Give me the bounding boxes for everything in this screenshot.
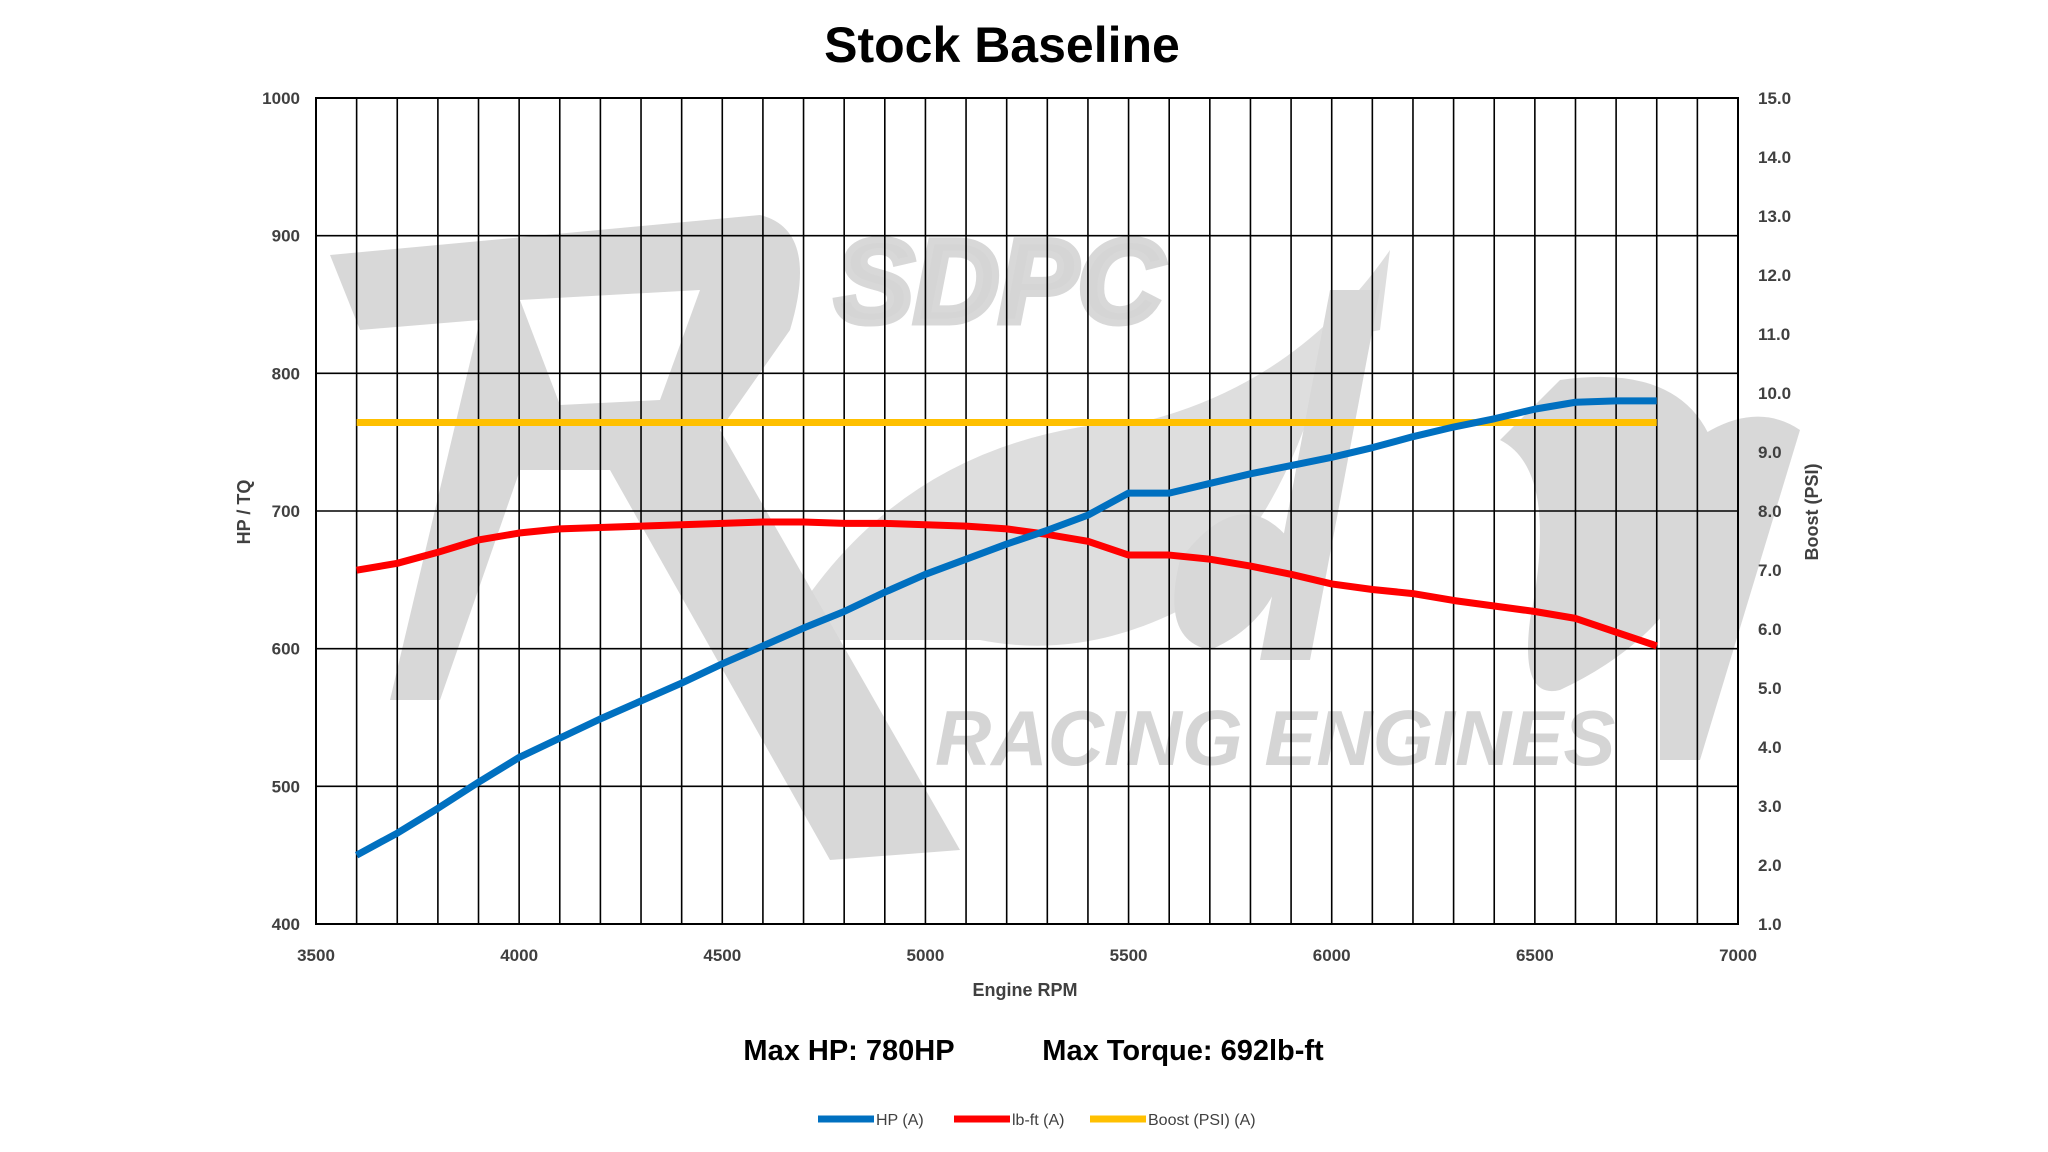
x-tick-label: 4000 [500, 946, 538, 965]
x-tick-label: 7000 [1719, 946, 1757, 965]
y2-tick-label: 13.0 [1758, 207, 1791, 226]
y-tick-label: 600 [272, 640, 300, 659]
y-tick-label: 900 [272, 227, 300, 246]
plot-border [315, 97, 1739, 925]
y2-tick-label: 2.0 [1758, 856, 1782, 875]
y2-tick-label: 15.0 [1758, 89, 1791, 108]
legend-label-hp-a: HP (A) [876, 1112, 924, 1129]
legend-label-boost-psi-a: Boost (PSI) (A) [1148, 1112, 1256, 1129]
y-axis-left: 400 500 600 700 800 900 1000 [262, 89, 300, 934]
y2-axis-label: Boost (PSI) [1802, 463, 1822, 560]
y-tick-label: 400 [272, 915, 300, 934]
series-line-lb-ft-a [356, 518, 1658, 650]
y-axis-right: 1.0 2.0 3.0 4.0 5.0 6.0 7.0 8.0 9.0 10.0 11.0 12.0 1… [1758, 89, 1791, 934]
x-axis-label: Engine RPM [972, 980, 1077, 1000]
series-layer [354, 397, 1658, 859]
max-torque-summary: Max Torque: 692lb-ft [1042, 1035, 1324, 1067]
y2-tick-label: 10.0 [1758, 384, 1791, 403]
y2-tick-label: 3.0 [1758, 797, 1782, 816]
chart-title: Stock Baseline [824, 17, 1180, 73]
x-tick-label: 6500 [1516, 946, 1554, 965]
series-line-hp-a [354, 397, 1657, 859]
y2-tick-label: 11.0 [1758, 325, 1790, 344]
y2-tick-label: 8.0 [1758, 502, 1782, 521]
x-tick-label: 3500 [297, 946, 335, 965]
x-tick-label: 6000 [1313, 946, 1351, 965]
x-tick-label: 4500 [703, 946, 741, 965]
y2-tick-label: 6.0 [1758, 620, 1782, 639]
y2-tick-label: 9.0 [1758, 443, 1782, 462]
y2-tick-label: 5.0 [1758, 679, 1782, 698]
legend-label-lb-ft-a: lb-ft (A) [1012, 1112, 1064, 1129]
plot-frame [315, 97, 1739, 925]
y-tick-label: 800 [272, 364, 300, 383]
y2-tick-label: 14.0 [1758, 148, 1791, 167]
y-tick-label: 1000 [262, 89, 300, 108]
x-tick-label: 5500 [1110, 946, 1148, 965]
y-tick-label: 500 [272, 777, 300, 796]
y-axis-label: HP / TQ [234, 480, 254, 545]
y2-tick-label: 1.0 [1758, 915, 1782, 934]
watermark-subtitle: RACING ENGINES [935, 694, 1615, 782]
y2-tick-label: 4.0 [1758, 738, 1782, 757]
y2-tick-label: 7.0 [1758, 561, 1782, 580]
y-tick-label: 700 [272, 502, 300, 521]
x-tick-label: 5000 [907, 946, 945, 965]
max-hp-summary: Max HP: 780HP [743, 1035, 954, 1067]
x-axis: 3500 4000 4500 5000 5500 6000 6500 7000 [297, 946, 1757, 965]
legend: HP (A) lb-ft (A) Boost (PSI) (A) [818, 1112, 1256, 1129]
y2-tick-label: 12.0 [1758, 266, 1791, 285]
